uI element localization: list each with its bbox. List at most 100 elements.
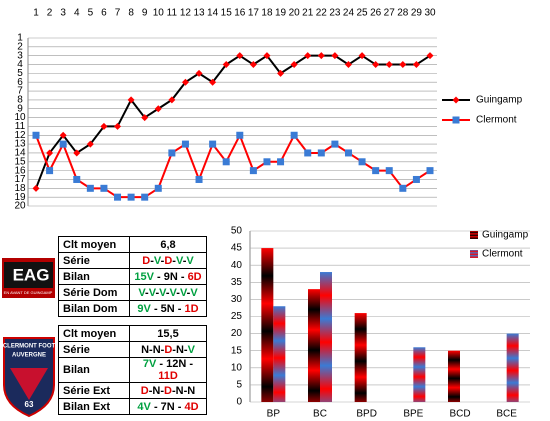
- y-tick-label: 20: [231, 328, 243, 339]
- row: Bilan Ext 4V - 7N - 4D: [58, 398, 207, 415]
- token: 7V: [142, 358, 157, 370]
- marker: [32, 131, 40, 139]
- token: 9N: [163, 270, 178, 283]
- legend-label: Guingamp: [476, 95, 523, 106]
- token: D: [164, 343, 173, 356]
- marker: [86, 140, 94, 148]
- value-cell: N-N-D-N-V: [129, 341, 207, 358]
- token: 6D: [187, 270, 202, 283]
- marker: [59, 131, 67, 139]
- y-tick-label: 40: [231, 260, 243, 271]
- row: Série D-V-D-V-V: [58, 252, 207, 269]
- token: V: [179, 286, 187, 299]
- marker: [331, 52, 339, 60]
- marker: [426, 52, 434, 60]
- token: -: [174, 400, 185, 413]
- marker: [236, 52, 244, 60]
- token: 9V: [137, 302, 151, 315]
- token: 4V: [137, 400, 151, 413]
- x-tick-label: 5: [88, 8, 94, 19]
- x-tick-label: 9: [142, 8, 148, 19]
- marker: [426, 167, 434, 175]
- bar: [413, 347, 426, 402]
- token: D: [164, 384, 172, 397]
- token: -: [183, 343, 188, 356]
- marker: [141, 193, 149, 201]
- token: 1D: [184, 302, 199, 315]
- y-tick-label: 17: [14, 174, 26, 185]
- marker: [46, 167, 54, 175]
- x-tick-label: 19: [275, 8, 287, 19]
- marker: [32, 184, 40, 192]
- y-tick-label: 7: [17, 86, 23, 97]
- value-cell: 15,5: [129, 325, 207, 342]
- y-tick-label: 8: [17, 95, 23, 106]
- value-cell: 6,8: [129, 236, 207, 253]
- marker: [290, 61, 298, 69]
- token: -: [165, 286, 170, 299]
- value-cell: 4V - 7N - 4D: [129, 398, 207, 415]
- bar: [273, 306, 286, 402]
- label-cell: Bilan: [58, 268, 130, 285]
- token: 11D: [158, 370, 178, 382]
- y-tick-label: 15: [14, 156, 26, 167]
- token: V: [175, 254, 183, 267]
- marker: [304, 52, 312, 60]
- marker: [86, 184, 94, 192]
- y-tick-label: 50: [231, 226, 243, 237]
- token: -: [145, 286, 149, 299]
- marker: [236, 131, 244, 139]
- token: -: [155, 286, 160, 299]
- y-tick-label: 25: [231, 311, 243, 322]
- token: N: [187, 384, 196, 397]
- marker: [154, 105, 162, 113]
- x-tick-label: BCD: [449, 409, 470, 420]
- marker: [141, 114, 149, 122]
- token: N: [175, 384, 184, 397]
- marker: [358, 158, 366, 166]
- row: Bilan 15V - 9N - 6D: [58, 268, 207, 285]
- token: V: [153, 254, 161, 267]
- marker: [73, 149, 81, 157]
- marker: [73, 175, 81, 183]
- y-tick-label: 6: [17, 77, 23, 88]
- x-tick-label: 1: [33, 8, 39, 19]
- marker: [452, 96, 460, 104]
- x-tick-label: 8: [128, 8, 134, 19]
- y-tick-label: 12: [14, 130, 26, 141]
- y-tick-label: 45: [231, 243, 243, 254]
- marker: [46, 149, 54, 157]
- marker: [263, 52, 271, 60]
- y-tick-label: 30: [231, 294, 243, 305]
- token: -: [183, 384, 188, 397]
- token: N: [175, 343, 184, 356]
- marker: [181, 140, 189, 148]
- token: V: [138, 286, 146, 299]
- marker: [249, 167, 257, 175]
- token: D: [142, 254, 151, 267]
- x-tick-label: BPE: [403, 409, 423, 420]
- x-tick-label: 2: [47, 8, 53, 19]
- row: Bilan 7V - 12N - 11D: [58, 357, 207, 383]
- token: -: [150, 302, 161, 315]
- x-tick-label: BCE: [496, 409, 517, 420]
- x-tick-label: 30: [424, 8, 436, 19]
- row: Série Ext D-N-D-N-N: [58, 382, 207, 399]
- y-tick-label: 19: [14, 192, 26, 203]
- y-tick-label: 5: [17, 68, 23, 79]
- token: 5N: [160, 302, 175, 315]
- x-tick-label: 3: [60, 8, 66, 19]
- token: -: [156, 358, 167, 370]
- y-tick-label: 35: [231, 277, 243, 288]
- marker: [277, 158, 285, 166]
- bar: [320, 272, 332, 402]
- marker: [331, 140, 339, 148]
- token: V: [169, 286, 177, 299]
- y-tick-label: 20: [14, 201, 26, 212]
- y-tick-label: 13: [14, 139, 26, 150]
- clermont-table: Clt moyen 15,5 Série N-N-D-N-V Bilan 7V - 12N…: [58, 325, 207, 415]
- marker: [222, 61, 230, 69]
- marker: [277, 69, 285, 77]
- label-cell: Bilan Dom: [58, 300, 130, 317]
